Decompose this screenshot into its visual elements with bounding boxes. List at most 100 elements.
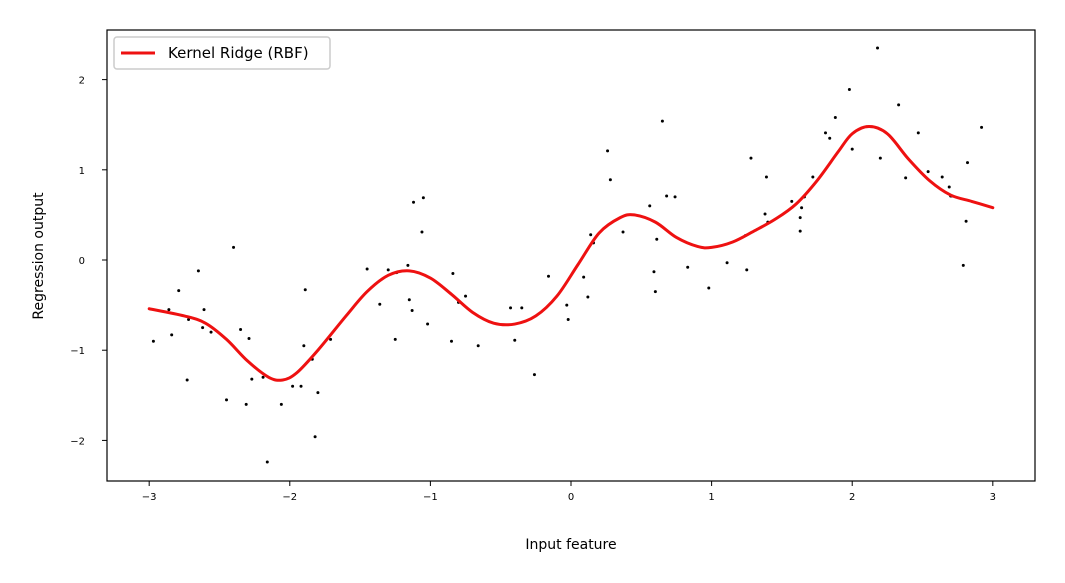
data-point [196, 269, 200, 273]
data-point [586, 295, 590, 299]
x-tick-label: −1 [423, 492, 438, 503]
data-point [410, 309, 414, 313]
y-tick-label: 0 [79, 256, 85, 267]
regression-line-layer [147, 125, 995, 382]
data-point [302, 344, 306, 348]
data-point [291, 384, 295, 388]
data-point [828, 136, 832, 140]
data-point [798, 216, 802, 220]
x-axis-label: Input feature [525, 537, 616, 553]
data-point [520, 306, 524, 310]
data-point [209, 330, 213, 334]
x-axis-ticks: −3 −2 −1 0 1 2 3 [142, 481, 996, 503]
data-point [261, 375, 265, 379]
y-tick-label: 2 [79, 76, 85, 87]
data-point [653, 290, 657, 294]
data-point [940, 175, 944, 179]
data-point [177, 289, 181, 293]
data-point [966, 161, 970, 165]
data-point [407, 298, 411, 302]
data-point [185, 378, 189, 382]
data-point [947, 185, 951, 189]
data-point [811, 175, 815, 179]
data-point [582, 275, 586, 279]
regression-line [147, 125, 995, 382]
data-point [476, 344, 480, 348]
data-point [648, 204, 652, 208]
data-point [565, 303, 569, 307]
data-point [764, 175, 768, 179]
data-point [513, 338, 517, 342]
data-point [421, 196, 425, 200]
data-point [451, 272, 455, 276]
data-point [378, 302, 382, 306]
data-point [225, 398, 229, 402]
data-point [686, 265, 690, 269]
data-point [509, 306, 513, 310]
legend-box [113, 36, 331, 70]
legend: Kernel Ridge (RBF) [113, 36, 331, 70]
data-point [426, 322, 430, 326]
y-tick-label: 1 [79, 166, 85, 177]
data-point [652, 270, 656, 274]
data-point [412, 200, 416, 204]
data-point [916, 131, 920, 135]
data-point [660, 119, 664, 123]
data-point [393, 337, 397, 341]
legend-label: Kernel Ridge (RBF) [168, 44, 309, 62]
data-point [961, 263, 965, 267]
data-point [464, 294, 468, 298]
data-point [606, 149, 610, 153]
x-tick-label: 1 [708, 492, 714, 503]
data-point [749, 156, 753, 160]
y-axis-ticks: −2 −1 0 1 2 [70, 76, 107, 447]
data-point [265, 460, 269, 464]
data-point [303, 288, 307, 292]
data-point [878, 156, 882, 160]
x-tick-label: −2 [282, 492, 297, 503]
data-point [673, 195, 677, 199]
data-point [247, 336, 251, 340]
data-point [365, 267, 369, 271]
y-axis-label: Regression output [31, 192, 47, 320]
data-point [665, 194, 669, 198]
data-point [547, 274, 551, 278]
data-point [170, 333, 174, 337]
data-point [904, 176, 908, 180]
data-point [589, 233, 593, 237]
data-point [823, 131, 827, 135]
x-tick-label: −3 [142, 492, 157, 503]
data-point [250, 377, 254, 381]
data-point [621, 230, 625, 234]
data-point [725, 261, 729, 265]
data-point [964, 219, 968, 223]
x-tick-label: 3 [990, 492, 996, 503]
data-point [800, 206, 804, 210]
data-point [790, 199, 794, 203]
data-point [833, 115, 837, 119]
data-point [316, 391, 320, 395]
data-point [329, 337, 333, 341]
data-point [244, 402, 248, 406]
y-tick-label: −1 [70, 346, 85, 357]
data-point [313, 435, 317, 439]
data-point [980, 125, 984, 129]
data-point [202, 308, 206, 312]
x-tick-label: 0 [568, 492, 574, 503]
data-point [850, 147, 854, 151]
data-point [151, 339, 155, 343]
data-point [406, 263, 410, 267]
data-point [763, 212, 767, 216]
data-point [232, 245, 236, 249]
data-point [926, 170, 930, 174]
data-point [420, 230, 424, 234]
data-point [847, 88, 851, 92]
data-point [167, 308, 171, 312]
data-point [201, 326, 205, 330]
x-tick-label: 2 [849, 492, 855, 503]
y-tick-label: −2 [70, 436, 85, 447]
data-point [897, 103, 901, 107]
data-point [876, 46, 880, 50]
